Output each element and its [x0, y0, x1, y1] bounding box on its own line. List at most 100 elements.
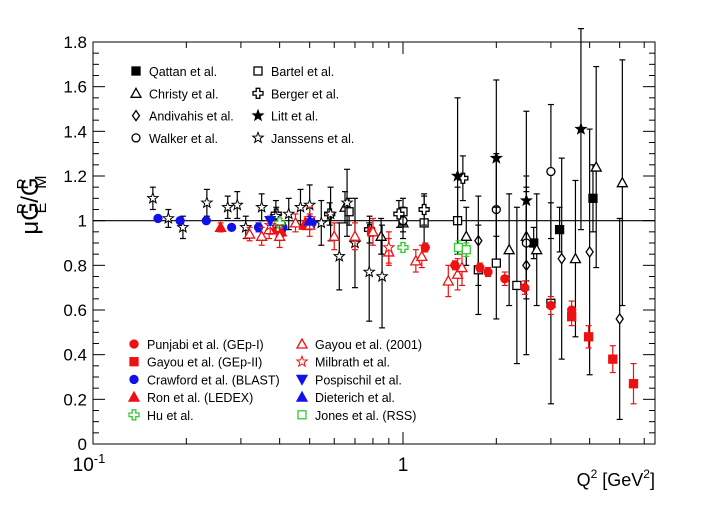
x-axis-title-part: ] — [650, 470, 655, 490]
data-point — [382, 240, 396, 254]
series-christy-et-al — [338, 59, 629, 338]
x-tick-label-base: 10 — [73, 455, 94, 476]
data-point — [554, 224, 565, 235]
y-tick-label: 1.8 — [63, 33, 87, 52]
data-point — [146, 191, 160, 204]
legend-item: Jones et al. (RSS) — [297, 409, 416, 423]
series-hu-et-al — [273, 217, 409, 254]
data-point — [255, 200, 269, 213]
data-point — [451, 267, 464, 279]
x-tick-label-exp: -1 — [94, 451, 106, 466]
data-point — [628, 379, 639, 389]
y-tick-label: 1.6 — [63, 78, 87, 97]
data-point — [483, 267, 493, 277]
legend-marker — [295, 354, 309, 368]
data-point — [314, 215, 328, 229]
y-tick-label: 1.4 — [63, 122, 87, 141]
legend-label: Jones et al. (RSS) — [315, 409, 416, 423]
x-axis-title-part: Q — [577, 470, 591, 490]
legend-marker — [295, 374, 309, 386]
data-point — [393, 208, 405, 220]
data-point — [574, 122, 588, 135]
y-tick-label: 0.6 — [63, 301, 87, 320]
data-point — [332, 249, 346, 263]
legend-marker — [128, 409, 140, 421]
y-axis-title-mu: μ — [17, 221, 44, 235]
series-dieterich-et-al — [303, 214, 316, 226]
legend-marker — [131, 133, 141, 143]
data-point — [588, 193, 598, 203]
legend-label: Janssens et al. — [271, 132, 354, 146]
data-point — [344, 207, 354, 217]
data-point — [273, 229, 286, 241]
data-point — [546, 300, 556, 311]
data-point — [230, 198, 244, 211]
data-layer — [146, 28, 639, 421]
y-axis-title-sub2: M — [33, 175, 50, 188]
y-axis-title-g1: G — [17, 202, 44, 221]
series-gayou-et-al-2001 — [243, 213, 469, 298]
legend-label: Pospischil et al. — [315, 373, 402, 387]
data-point — [450, 169, 465, 182]
data-point — [282, 207, 296, 220]
data-point — [418, 203, 430, 216]
y-tick-label: 0 — [78, 435, 87, 454]
data-point — [585, 245, 594, 259]
legend-item: Gayou et al. (2001) — [295, 337, 422, 352]
legend-label: Berger et al. — [271, 87, 339, 101]
data-point — [348, 229, 362, 241]
data-point — [461, 245, 471, 255]
legend-marker — [253, 66, 263, 76]
legend-label: Bartel et al. — [271, 65, 334, 79]
data-point — [153, 213, 163, 224]
series-litt-et-al — [450, 28, 588, 291]
data-point — [491, 258, 501, 268]
data-point — [453, 242, 464, 253]
y-tick-label: 0.4 — [63, 346, 87, 365]
data-point — [366, 225, 380, 237]
legend-marker — [129, 86, 143, 98]
legend-item: Punjabi et al. (GEp-I) — [129, 338, 264, 352]
legend-label: Ron et al. (LEDEX) — [147, 391, 253, 405]
legend-label: Litt et al. — [271, 110, 318, 124]
series-jones-et-al-rss — [453, 240, 471, 257]
data-point — [500, 274, 510, 284]
data-point — [616, 176, 629, 188]
data-point — [289, 216, 302, 228]
legend-label: Milbrath et al. — [315, 356, 390, 370]
data-point — [530, 243, 543, 255]
data-point — [503, 243, 516, 255]
y-axis-title-sup2: P — [15, 179, 32, 190]
series-qattan-et-al — [529, 164, 598, 260]
legend-marker — [297, 410, 307, 420]
legend-item: Janssens et al. — [251, 130, 354, 146]
series-punjabi-et-al-gep-i — [302, 217, 577, 320]
data-point — [590, 160, 603, 172]
data-point — [455, 261, 469, 273]
series-bartel-et-al — [344, 186, 556, 405]
legend-item: Hu et al. — [128, 409, 194, 423]
x-axis-title-part: 2 — [643, 467, 650, 481]
data-point — [201, 216, 211, 226]
data-point — [303, 214, 316, 226]
data-point — [362, 265, 376, 278]
legend-label: Walker et al. — [149, 132, 218, 146]
legend-item: Christy et al. — [129, 86, 218, 101]
legend-label: Gayou et al. (2001) — [315, 338, 422, 352]
data-point — [273, 217, 286, 229]
data-point — [520, 283, 530, 293]
data-point — [340, 195, 354, 209]
data-point — [546, 166, 556, 177]
data-point — [512, 280, 522, 291]
legend-item: Ron et al. (LEDEX) — [127, 390, 253, 405]
data-point — [264, 216, 277, 228]
x-axis-title-part: [GeV — [597, 470, 643, 490]
legend-label: Christy et al. — [149, 87, 218, 101]
legend-marker — [129, 339, 139, 349]
legend-marker — [129, 374, 139, 385]
y-axis-title-sup1: P — [15, 203, 32, 214]
legend-marker — [131, 66, 141, 76]
legend-label: Qattan et al. — [149, 65, 217, 79]
x-tick-label-1: 1 — [398, 455, 409, 476]
